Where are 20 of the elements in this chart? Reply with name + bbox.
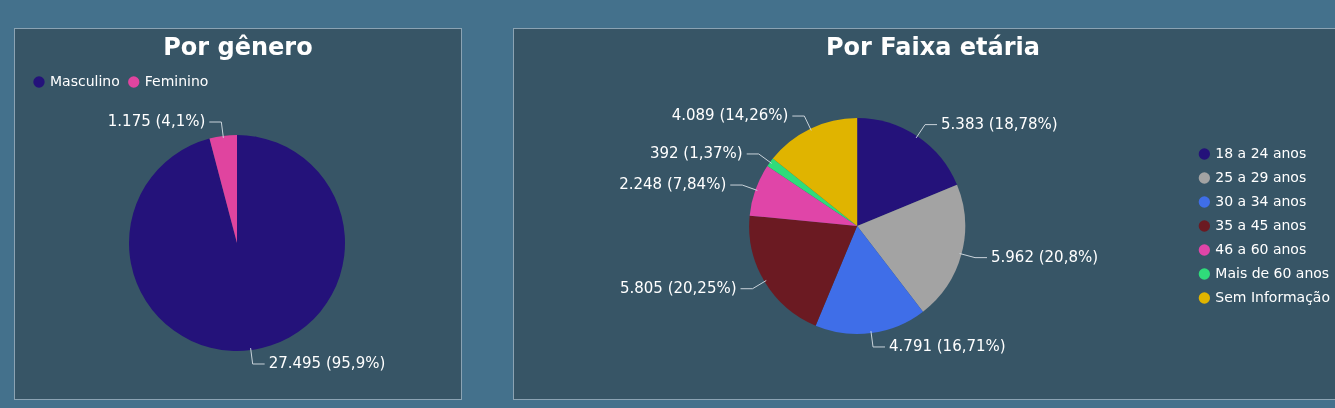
data-label: 4.089 (14,26%) bbox=[671, 105, 789, 124]
data-label: 2.248 (7,84%) bbox=[619, 174, 727, 193]
data-label: 392 (1,37%) bbox=[649, 143, 743, 162]
legend-label: Masculino bbox=[50, 72, 120, 89]
legend-label: 35 a 45 anos bbox=[1215, 216, 1307, 233]
data-label: 5.805 (20,25%) bbox=[619, 278, 737, 297]
legend-label: 18 a 24 anos bbox=[1215, 144, 1307, 161]
data-label: 5.383 (18,78%) bbox=[941, 114, 1058, 133]
legend-label: Feminino bbox=[144, 72, 209, 89]
legend-label: 30 a 34 anos bbox=[1215, 192, 1307, 209]
data-label: 1.175 (4,1%) bbox=[107, 111, 206, 130]
legend-label: Mais de 60 anos bbox=[1215, 264, 1330, 281]
chart-title: Por gênero bbox=[162, 33, 314, 63]
legend-label: 46 a 60 anos bbox=[1215, 240, 1307, 257]
legend-label: 25 a 29 anos bbox=[1215, 168, 1307, 185]
data-label: 4.791 (16,71%) bbox=[889, 336, 1006, 355]
legend-label: Sem Informação bbox=[1215, 288, 1330, 305]
data-label: 5.962 (20,8%) bbox=[991, 247, 1099, 266]
chart-title: Por Faixa etária bbox=[825, 33, 1041, 63]
data-label: 27.495 (95,9%) bbox=[268, 353, 386, 372]
